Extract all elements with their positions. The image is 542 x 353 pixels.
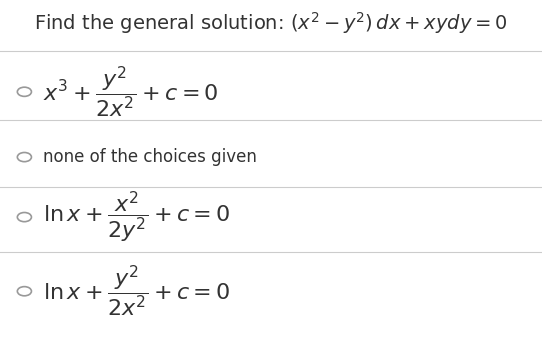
Text: $\ln x + \dfrac{y^2}{2x^2} + c = 0$: $\ln x + \dfrac{y^2}{2x^2} + c = 0$ xyxy=(43,263,231,319)
Text: $x^3 + \dfrac{y^2}{2x^2} + c = 0$: $x^3 + \dfrac{y^2}{2x^2} + c = 0$ xyxy=(43,64,219,120)
Text: none of the choices given: none of the choices given xyxy=(43,148,257,166)
Text: $\ln x + \dfrac{x^2}{2y^2} + c = 0$: $\ln x + \dfrac{x^2}{2y^2} + c = 0$ xyxy=(43,189,231,245)
Text: Find the general solution: $(x^2 - y^2)\,dx + xydy = 0$: Find the general solution: $(x^2 - y^2)\… xyxy=(34,11,508,36)
